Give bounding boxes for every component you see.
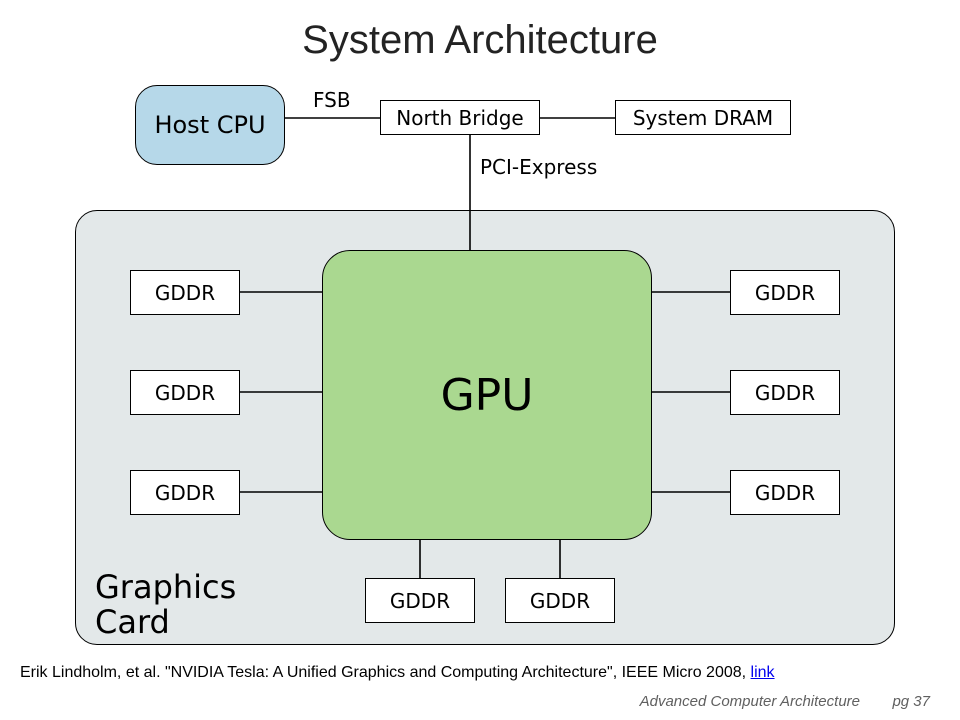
gddr-box: GDDR (730, 370, 840, 415)
gddr-box: GDDR (130, 270, 240, 315)
system-dram-node: System DRAM (615, 100, 791, 135)
footer-course: Advanced Computer Architecture (640, 693, 860, 710)
footer-page: pg 37 (892, 693, 930, 710)
citation-text: Erik Lindholm, et al. "NVIDIA Tesla: A U… (20, 664, 775, 682)
north-bridge-node: North Bridge (380, 100, 540, 135)
gddr-box: GDDR (130, 470, 240, 515)
gddr-box: GDDR (130, 370, 240, 415)
gddr-box: GDDR (730, 470, 840, 515)
citation-link[interactable]: link (751, 664, 775, 681)
gddr-box: GDDR (365, 578, 475, 623)
gddr-box: GDDR (730, 270, 840, 315)
gddr-box: GDDR (505, 578, 615, 623)
host-cpu-node: Host CPU (135, 85, 285, 165)
gpu-node: GPU (322, 250, 652, 540)
fsb-label: FSB (313, 88, 351, 112)
slide-title: System Architecture (0, 18, 960, 63)
architecture-diagram: Graphics Card FSB PCI-Express Host (75, 80, 895, 645)
pcie-label: PCI-Express (480, 155, 597, 179)
